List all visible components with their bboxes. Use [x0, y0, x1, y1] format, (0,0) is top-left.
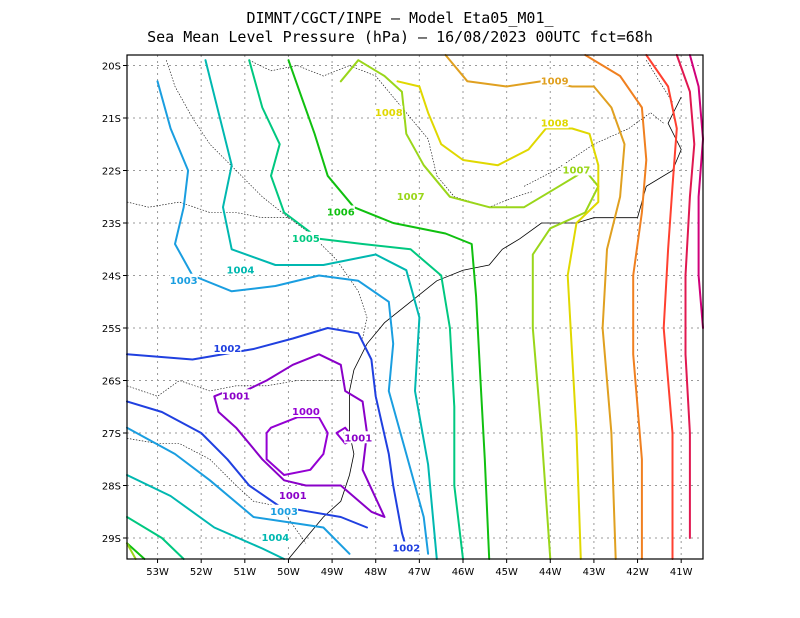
lat-tick-label: 29S	[102, 534, 121, 545]
lon-tick-label: 53W	[146, 567, 169, 578]
isobar-1003	[126, 426, 351, 555]
lon-tick-label: 52W	[190, 567, 213, 578]
lon-tick-label: 51W	[234, 567, 257, 578]
isobar-label-bg	[261, 531, 290, 543]
lon-tick-label: 47W	[408, 567, 431, 578]
axis-layer: 53W 52W 51W 50W 49W 48W 47W 46W 45W 44W 43W 42W 41W 2…	[102, 62, 693, 579]
lat-tick-label: 28S	[102, 482, 121, 493]
isobar-1011	[645, 54, 678, 560]
isobar-label-bg	[270, 504, 299, 517]
isobar-1008	[396, 80, 600, 560]
lon-tick-label: 48W	[364, 567, 387, 578]
lon-tick-label: 50W	[277, 567, 300, 578]
isobar-1002	[126, 327, 408, 550]
isobar-1004	[204, 59, 438, 560]
isobar-label-bg	[396, 189, 425, 202]
isobar-1004	[126, 474, 286, 560]
grid-layer	[127, 55, 703, 559]
title-line-2: Sea Mean Level Pressure (hPa) — 16/08/20…	[147, 28, 653, 46]
lat-tick-label: 25S	[102, 324, 121, 335]
state-border	[166, 60, 289, 218]
isobar-label-bg	[222, 389, 251, 402]
lat-tick-label: 21S	[102, 114, 121, 125]
isobar-1005	[126, 516, 185, 560]
isobar-label-bg	[226, 263, 255, 276]
state-border	[126, 201, 368, 339]
isobar-label-bg	[213, 342, 242, 354]
isobar-1013	[688, 54, 704, 329]
isobar-1002	[126, 400, 368, 529]
state-border	[126, 380, 346, 397]
isobar-1006	[287, 59, 491, 560]
lon-tick-label: 44W	[539, 567, 562, 578]
isobar-layer	[126, 54, 704, 560]
lon-tick-label: 42W	[626, 567, 649, 578]
isobar-1006	[126, 542, 146, 560]
isobar-1009	[444, 54, 626, 560]
title-line-1: DIMNT/CGCT/INPE — Model Eta05_M01_	[246, 9, 554, 27]
lon-tick-label: 41W	[670, 567, 693, 578]
isobar-label-1006: 1006	[327, 208, 355, 219]
isobar-label-bg	[326, 205, 355, 218]
isobar-label-1002: 1002	[213, 344, 241, 355]
isobar-label-1001: 1001	[344, 433, 372, 444]
map-frame	[126, 54, 704, 560]
isobar-label-layer: 1000 1001 1001 1001 1002 1002 1003 1003 1004 1004…	[169, 74, 591, 555]
isobar-label-1008: 1008	[541, 118, 569, 129]
plot-area: 1000 1001 1001 1001 1002 1002 1003 1003 1004 1004…	[126, 54, 704, 560]
isobar-label-1007: 1007	[563, 166, 591, 177]
isobar-1001	[213, 353, 386, 518]
isobar-1007	[339, 59, 600, 560]
isobar-label-bg	[278, 489, 307, 501]
state-border	[126, 438, 307, 544]
isobar-label-bg	[562, 163, 591, 176]
isobar-label-bg	[291, 405, 320, 417]
isobar-label-1003: 1003	[170, 276, 198, 287]
isobar-label-bg	[540, 116, 569, 129]
isobar-label-bg	[291, 231, 320, 244]
lon-tick-label: 45W	[495, 567, 518, 578]
isobar-label-1009: 1009	[541, 76, 569, 87]
isobar-label-bg	[169, 273, 198, 286]
isobar-label-1000: 1000	[292, 407, 320, 418]
lon-tick-label: 46W	[452, 567, 475, 578]
lat-tick-label: 23S	[102, 219, 121, 230]
lat-tick-label: 20S	[102, 62, 121, 73]
isobar-1012	[675, 54, 696, 539]
isobar-1003	[156, 80, 430, 555]
isobar-label-1003: 1003	[270, 507, 298, 518]
lon-tick-label: 49W	[321, 567, 344, 578]
isobar-1007	[126, 542, 137, 560]
isobar-label-1004: 1004	[261, 533, 289, 544]
isobar-label-bg	[374, 105, 403, 118]
isobar-label-bg	[392, 541, 421, 554]
isobar-label-1008: 1008	[375, 108, 403, 119]
lon-tick-label: 43W	[583, 567, 606, 578]
isobar-1005	[248, 59, 464, 560]
isobar-label-bg	[540, 74, 569, 87]
isobar-label-1001: 1001	[222, 391, 250, 402]
isobar-1000	[265, 416, 329, 476]
isobar-label-1007: 1007	[397, 192, 425, 203]
isobar-label-1002: 1002	[392, 544, 420, 555]
state-border	[646, 60, 673, 103]
isobar-label-bg	[344, 431, 373, 444]
lat-tick-label: 27S	[102, 429, 121, 440]
isobar-label-1005: 1005	[292, 234, 320, 245]
lat-tick-label: 24S	[102, 272, 121, 283]
geography-layer	[126, 59, 682, 560]
isobar-label-1004: 1004	[227, 265, 255, 276]
isobar-label-1001: 1001	[279, 491, 307, 502]
lat-tick-label: 22S	[102, 167, 121, 178]
lat-tick-label: 26S	[102, 377, 121, 388]
isobar-1010	[584, 54, 648, 560]
